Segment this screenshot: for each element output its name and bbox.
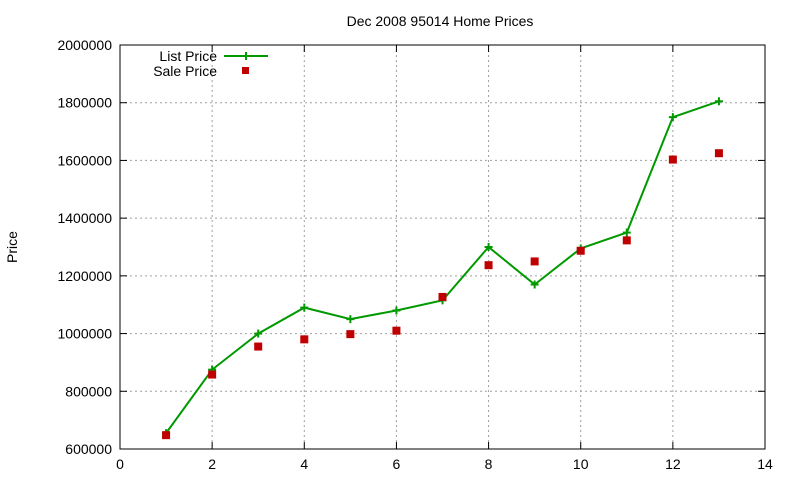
list-price-point: [254, 329, 263, 338]
sale-price-point: [438, 292, 447, 301]
sale-price-point: [484, 261, 493, 270]
list-price-point: [484, 243, 493, 251]
x-tick-label: 6: [393, 456, 401, 472]
x-tick-label: 12: [665, 456, 681, 472]
list-price-point: [714, 97, 723, 106]
y-axis-label: Price: [4, 231, 20, 263]
y-tick-label: 800000: [65, 383, 112, 399]
sale-price-point: [392, 326, 401, 335]
list-price-point: [530, 280, 539, 289]
y-tick-label: 2000000: [57, 37, 112, 53]
x-tick-label: 14: [757, 456, 773, 472]
sale-price-point: [162, 431, 171, 440]
list-price-point: [392, 306, 401, 315]
list-price-point: [668, 113, 677, 122]
y-tick-label: 1800000: [57, 95, 112, 111]
sale-price-point: [208, 370, 217, 379]
y-tick-label: 1000000: [57, 326, 112, 342]
sale-price-point: [668, 155, 677, 164]
list-price-line: [165, 100, 720, 434]
grid: [120, 45, 765, 449]
chart-title: Dec 2008 95014 Home Prices: [347, 13, 534, 29]
y-tick-label: 1400000: [57, 210, 112, 226]
sale-price-point: [714, 149, 723, 158]
y-tick-label: 1200000: [57, 268, 112, 284]
sale-price-point: [300, 335, 309, 344]
sale-price-point: [346, 330, 355, 339]
sale-price-point: [576, 246, 585, 255]
list-price-point: [622, 228, 631, 237]
y-tick-label: 1600000: [57, 152, 112, 168]
series-layer: [162, 97, 723, 440]
legend-label-sale-price: Sale Price: [153, 63, 217, 79]
axis-ticks: 0 2 4 6 8 10 12 14 600000 800000 1000000 1200000 140…: [57, 37, 773, 472]
legend-label-list-price: List Price: [159, 48, 217, 64]
x-tick-label: 2: [208, 456, 216, 472]
legend-marker-sale-price: [242, 67, 249, 74]
legend-marker-list-price: [242, 52, 250, 60]
legend: List Price Sale Price: [153, 48, 268, 79]
plot-frame: [119, 44, 766, 450]
sale-price-point: [622, 236, 631, 245]
sale-price-point: [530, 257, 539, 266]
x-tick-label: 10: [573, 456, 589, 472]
list-price-point: [300, 303, 309, 312]
list-price-point: [346, 315, 355, 324]
x-tick-label: 0: [116, 456, 124, 472]
sale-price-point: [254, 342, 263, 351]
y-tick-label: 600000: [65, 441, 112, 457]
x-tick-label: 4: [300, 456, 308, 472]
x-tick-label: 8: [485, 456, 493, 472]
